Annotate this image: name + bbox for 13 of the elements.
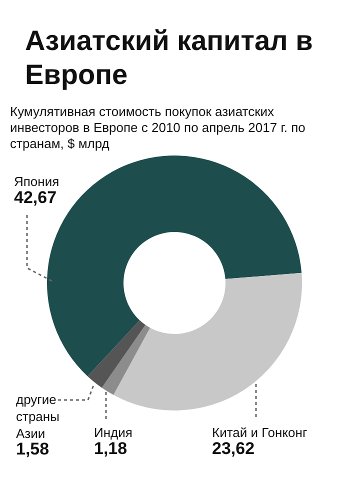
data-label: 1,58 [16, 440, 50, 459]
chart-subtitle: Кумулятивная стоимость покупок азиатских инвесторов в Европе с 2010 по апрель 2017 г. по странам, $ млрд [10, 104, 306, 152]
data-label: 42,67 [14, 188, 57, 207]
donut-slice [113, 272, 302, 410]
slice-label: Китай и Гонконг [212, 425, 308, 440]
donut-slice [102, 324, 150, 395]
donut-slice [88, 320, 146, 388]
data-label: 23,62 [212, 438, 255, 458]
chart-title: Азиатский капитал в Европе [25, 24, 314, 92]
slice-label: Индия [94, 425, 132, 440]
slice-label: Япония [14, 174, 60, 189]
slice-label: другие страны Азии [16, 392, 60, 441]
data-label: 1,18 [94, 438, 128, 458]
